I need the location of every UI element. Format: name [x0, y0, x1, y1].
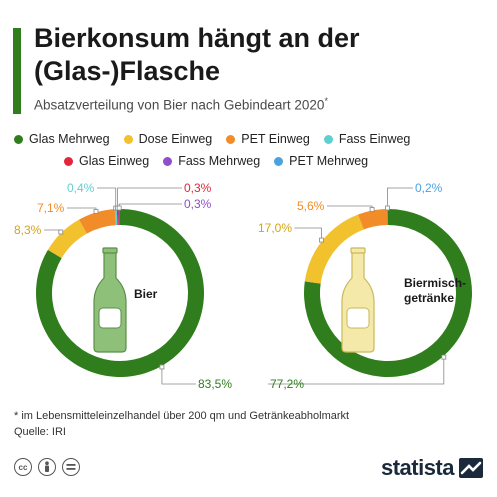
- donut-slice: [358, 209, 388, 230]
- legend-label: PET Mehrweg: [289, 154, 369, 168]
- legend-item: Glas Einweg: [64, 154, 149, 168]
- legend-row-1: Glas Mehrweg Dose Einweg PET Einweg Fass Ei…: [14, 128, 484, 150]
- label-anchor-marker: [369, 207, 375, 212]
- legend-label: Fass Mehrweg: [178, 154, 261, 168]
- donut-slice: [304, 214, 364, 284]
- label-anchor-marker: [319, 237, 324, 243]
- label-anchor-marker: [58, 229, 64, 235]
- label-anchor-marker: [93, 209, 99, 214]
- data-label: 83,5%: [198, 377, 232, 391]
- data-label: 8,3%: [14, 223, 42, 237]
- data-label: 77,2%: [270, 377, 304, 391]
- center-label-line: getränke: [404, 291, 454, 305]
- subtitle-text: Absatzverteilung von Bier nach Gebindear…: [34, 97, 325, 113]
- donut-slice: [114, 209, 118, 226]
- bottle-cap: [350, 247, 366, 254]
- legend-label: Fass Einweg: [338, 132, 411, 146]
- label-leader-line: [67, 207, 97, 212]
- legend-label: Glas Mehrweg: [29, 132, 110, 146]
- donut-chart: Biermisch-getränke 77,2% 17,0% 5,6% 0,2%: [258, 181, 472, 391]
- data-label: 17,0%: [258, 221, 292, 235]
- label-leader-line: [97, 187, 117, 209]
- center-label-line: Biermisch-: [404, 276, 466, 290]
- legend: Glas Mehrweg Dose Einweg PET Einweg Fass Ei…: [14, 128, 484, 172]
- legend-swatch: [274, 156, 284, 166]
- chart-title: Bierkonsum hängt an der (Glas-)Flasche: [34, 23, 360, 86]
- footnote: * im Lebensmitteleinzelhandel über 200 q…: [14, 410, 350, 422]
- nd-icon[interactable]: [62, 458, 80, 476]
- donut-slice: [116, 209, 119, 226]
- legend-item: Fass Mehrweg: [163, 154, 260, 168]
- cc-icon[interactable]: cc: [14, 458, 32, 476]
- data-label: 5,6%: [297, 199, 325, 213]
- legend-label: Dose Einweg: [138, 132, 213, 146]
- legend-item: PET Einweg: [226, 132, 310, 146]
- legend-row-2: Glas Einweg Fass Mehrweg PET Mehrweg: [14, 150, 484, 172]
- label-leader-line: [44, 229, 62, 233]
- beer-bottle-icon: [341, 247, 375, 353]
- donut-slice: [79, 209, 116, 234]
- brand-name: statista: [380, 455, 455, 480]
- label-anchor-marker: [116, 205, 122, 211]
- donut-chart: Bier 83,5% 8,3% 7,1%0,4% 0,3% 0,3%: [14, 181, 232, 391]
- subtitle-footnote-mark: *: [324, 96, 328, 106]
- legend-label: Glas Einweg: [79, 154, 150, 168]
- legend-item: Fass Einweg: [323, 132, 411, 146]
- legend-swatch: [226, 134, 236, 144]
- legend-label: PET Einweg: [241, 132, 310, 146]
- label-leader-line: [327, 205, 373, 210]
- legend-swatch: [163, 156, 173, 166]
- bottle-label: [98, 307, 122, 329]
- label-leader-line: [268, 357, 445, 385]
- data-label: 0,3%: [184, 197, 212, 211]
- label-leader-line: [161, 366, 196, 385]
- center-label: Bier: [134, 287, 158, 301]
- beer-bottle-icon: [93, 247, 127, 353]
- data-label: 0,2%: [415, 181, 443, 195]
- data-label: 7,1%: [37, 201, 65, 215]
- legend-swatch: [14, 134, 23, 144]
- legend-item: PET Mehrweg: [274, 154, 368, 168]
- label-leader-line: [117, 187, 182, 209]
- by-icon[interactable]: [38, 458, 56, 476]
- label-anchor-marker: [385, 205, 390, 211]
- legend-swatch: [123, 134, 133, 144]
- bottle-cap: [102, 247, 118, 254]
- statista-logo-icon: [459, 458, 483, 478]
- bottle-body: [93, 251, 127, 353]
- source: Quelle: IRI: [14, 426, 66, 438]
- legend-swatch: [323, 134, 333, 144]
- legend-item: Glas Mehrweg: [14, 132, 110, 146]
- legend-item: Dose Einweg: [123, 132, 213, 146]
- data-label: 0,3%: [184, 181, 212, 195]
- donut-charts: Bier 83,5% 8,3% 7,1%0,4% 0,3% 0,3% Biermisch-g…: [14, 181, 472, 391]
- label-anchor-marker: [441, 354, 447, 360]
- bottle-body: [341, 251, 375, 353]
- donut-slice: [47, 219, 87, 259]
- title-accent-bar: [13, 28, 21, 114]
- donut-slice: [386, 209, 388, 226]
- label-anchor-marker: [159, 364, 165, 370]
- donut-slice: [118, 209, 120, 226]
- license-icons: cc: [14, 458, 86, 476]
- legend-swatch: [64, 156, 73, 166]
- label-leader-line: [118, 203, 182, 209]
- statista-logo[interactable]: statista: [381, 455, 483, 481]
- bottle-label: [346, 307, 370, 329]
- center-label: Biermisch-getränke: [404, 276, 466, 305]
- label-leader-line: [387, 187, 413, 209]
- data-label: 0,4%: [67, 181, 95, 195]
- label-leader-line: [294, 227, 322, 241]
- chart-subtitle: Absatzverteilung von Bier nach Gebindear…: [34, 96, 328, 113]
